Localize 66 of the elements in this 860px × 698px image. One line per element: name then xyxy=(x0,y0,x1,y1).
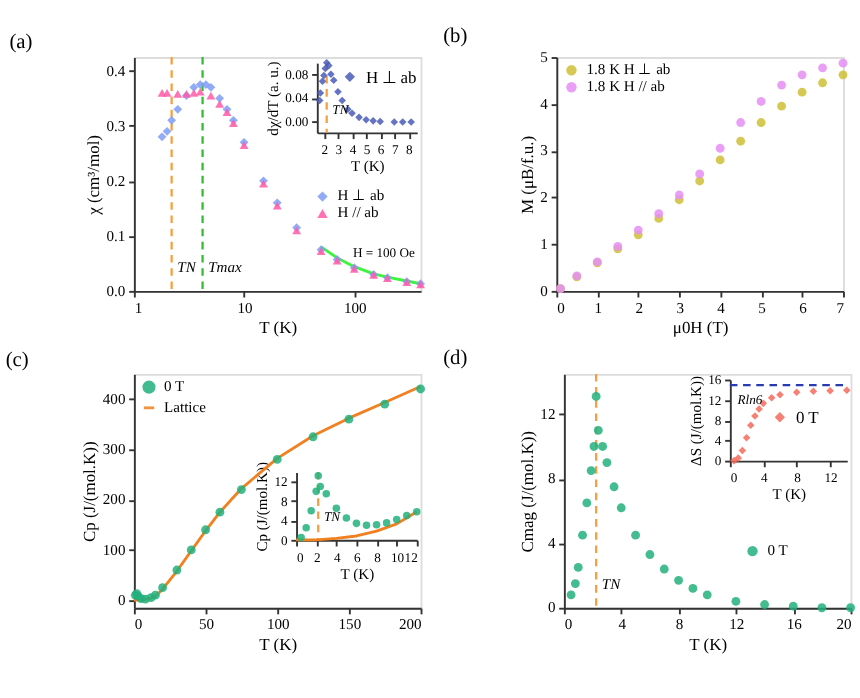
x-tick-label: 16 xyxy=(786,615,803,634)
y-axis-title: Cp (J/(mol.K)) xyxy=(79,441,100,543)
x-axis-title: T (K) xyxy=(259,317,298,338)
x-axis-title: T (K) xyxy=(689,634,728,655)
chart-title: (d) xyxy=(443,348,468,371)
y-tick-label: 400 xyxy=(102,389,126,408)
x-tick-label: 0 xyxy=(134,615,143,634)
y-tick-label: 0.2 xyxy=(106,171,126,190)
y-tick-label: 0 xyxy=(117,590,126,609)
x-tick-label: 150 xyxy=(338,615,362,634)
x-tick-label: 100 xyxy=(343,298,367,317)
x-tick-label: 3 xyxy=(676,298,685,317)
ref-line-label: TN xyxy=(601,574,623,593)
chart-title: (b) xyxy=(443,25,468,48)
x-tick-label: 1 xyxy=(594,298,603,317)
x-tick-label: 8 xyxy=(675,615,684,634)
x-tick-label: 2 xyxy=(635,298,644,317)
x-tick-label: 50 xyxy=(198,615,215,634)
legend-label: H ⊥ ab xyxy=(337,186,385,205)
x-tick-label: 10 xyxy=(237,298,254,317)
y-tick-label: 200 xyxy=(102,490,126,509)
legend-label: 1.8 K H // ab xyxy=(586,77,666,95)
chart-title: (a) xyxy=(9,32,33,55)
y-axis-title: M (μB/f.u.) xyxy=(516,135,537,215)
y-tick-label: 2 xyxy=(540,188,549,207)
y-axis-title: ΔS (J/(mol.K)) xyxy=(686,375,705,467)
x-tick-label: 12 xyxy=(729,615,745,634)
legend-label: 0 T xyxy=(164,376,186,395)
x-tick-label: 200 xyxy=(398,615,422,634)
y-tick-label: 5 xyxy=(540,47,549,66)
x-axis-title: μ0H (T) xyxy=(672,317,729,338)
y-tick-label: 12 xyxy=(540,404,556,423)
legend-label: 1.8 K H ⊥ ab xyxy=(586,60,671,79)
x-tick-label: 0 xyxy=(564,615,573,634)
ref-line-label: Tmax xyxy=(208,258,244,277)
y-tick-label: 0.3 xyxy=(106,116,126,135)
y-tick-label: 0.0 xyxy=(106,281,126,300)
y-axis-title: dχ/dT (a. u.) xyxy=(263,60,282,136)
y-tick-label: 300 xyxy=(102,440,126,459)
x-tick-label: 5 xyxy=(758,298,767,317)
y-tick-label: 4 xyxy=(540,94,549,113)
y-tick-label: 0 xyxy=(540,281,549,300)
y-tick-label: 0.4 xyxy=(106,61,126,80)
ref-line-label: TN xyxy=(177,258,198,277)
x-axis-title: T (K) xyxy=(772,485,808,504)
x-tick-label: 6 xyxy=(799,298,808,317)
legend-label: Lattice xyxy=(164,397,208,416)
legend-label: H // ab xyxy=(337,203,380,222)
legend-label: 0 T xyxy=(767,540,789,559)
y-axis-title: Cp (J/(mol.K)) xyxy=(252,461,271,552)
x-axis-title: T (K) xyxy=(350,157,386,176)
chart-title: (c) xyxy=(5,350,29,373)
x-tick-label: 1 xyxy=(134,298,143,317)
x-tick-label: 4 xyxy=(618,615,627,634)
y-tick-label: 0 xyxy=(547,598,556,617)
y-axis-title: Cmag (J/(mol.K)) xyxy=(516,430,537,553)
x-axis-title: T (K) xyxy=(259,634,298,655)
legend-label: H ⊥ ab xyxy=(365,66,417,87)
x-axis-title: T (K) xyxy=(340,564,376,583)
x-tick-label: 20 xyxy=(836,615,852,634)
y-tick-label: 1 xyxy=(540,234,549,253)
y-tick-label: 0.1 xyxy=(106,226,126,245)
legend-label: 0 T xyxy=(795,406,821,427)
y-tick-label: 4 xyxy=(547,533,556,552)
x-tick-label: 7 xyxy=(836,298,845,317)
y-axis-title: χ (cm³/mol) xyxy=(83,134,104,217)
